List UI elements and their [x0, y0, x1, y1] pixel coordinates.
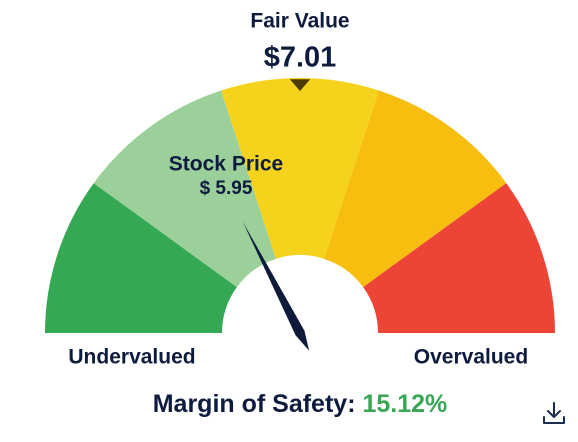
gauge-band [45, 183, 237, 333]
gauge-band [93, 90, 276, 288]
gauge [45, 78, 555, 351]
fair-value-label: $7.01 [264, 42, 337, 74]
stock-price-label: $ 5.95 [200, 178, 253, 199]
margin-value: 15.12% [362, 390, 447, 418]
gauge-band [363, 183, 555, 333]
margin-line: Margin of Safety: 15.12% [153, 390, 448, 418]
download-button[interactable] [543, 402, 565, 424]
stock-price-title: Stock Price [169, 153, 283, 176]
gauge-band [221, 78, 379, 259]
margin-title: Margin of Safety: [153, 390, 356, 418]
chart-title: Fair Value [250, 10, 349, 33]
needle [242, 221, 310, 351]
gauge-band [324, 90, 507, 288]
fair-value-marker [289, 79, 311, 91]
left-label: Undervalued [68, 346, 195, 369]
right-label: Overvalued [414, 346, 528, 369]
